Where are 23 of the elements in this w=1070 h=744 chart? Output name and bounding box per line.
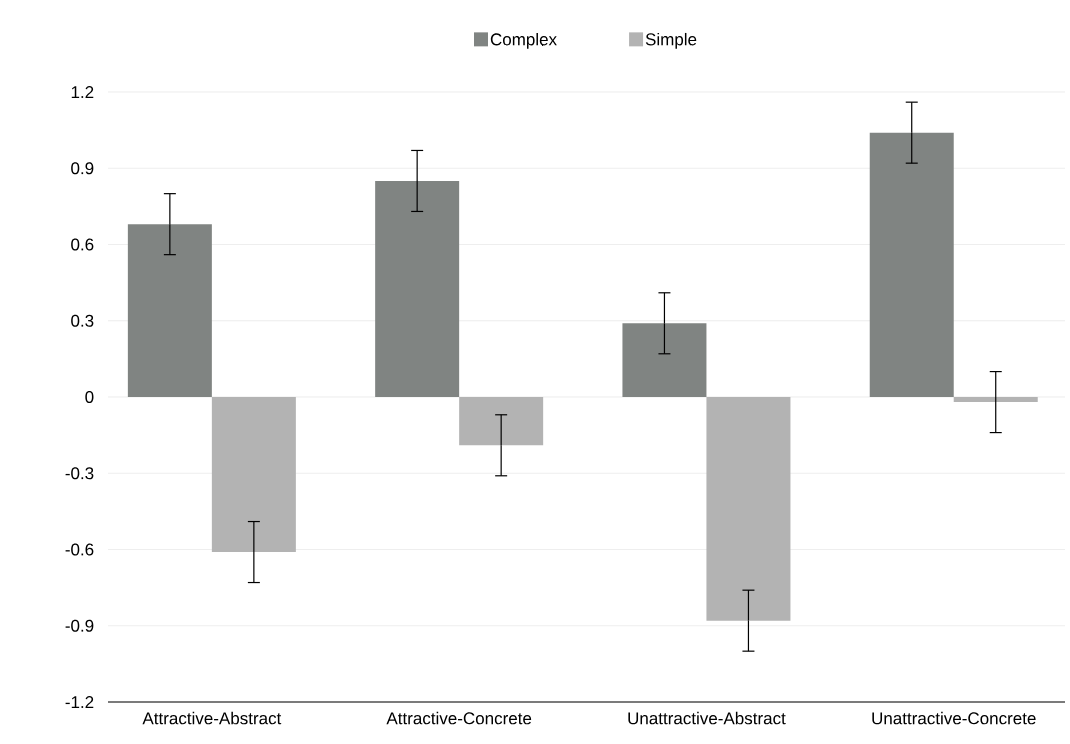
y-tick-label: -1.2	[65, 696, 94, 708]
bar	[706, 397, 791, 621]
bar	[622, 323, 707, 397]
legend-label: Simple	[645, 32, 697, 49]
y-tick-label: -0.3	[65, 467, 94, 480]
x-tick-label: Unattractive-Abstract	[628, 711, 786, 725]
bar	[127, 224, 212, 397]
bar	[953, 397, 1038, 403]
y-tick-label: 0.3	[71, 314, 94, 327]
y-tick-label: -0.9	[65, 619, 94, 632]
bar	[211, 397, 296, 553]
x-tick-label: Unattractive-Concrete	[872, 711, 1036, 725]
y-tick-label: 0	[85, 390, 94, 404]
y-tick-label: -0.6	[65, 543, 94, 556]
x-tick-label: Attractive-Concrete	[386, 711, 532, 725]
y-tick-label: 0.9	[71, 162, 94, 175]
bar	[375, 180, 460, 397]
bar	[869, 132, 954, 397]
legend-label: Complex	[490, 32, 557, 49]
x-tick-label: Attractive-Abstract	[142, 711, 282, 725]
y-tick-label: 1.2	[71, 86, 94, 98]
y-tick-label: 0.6	[71, 238, 94, 251]
bar	[459, 397, 544, 446]
